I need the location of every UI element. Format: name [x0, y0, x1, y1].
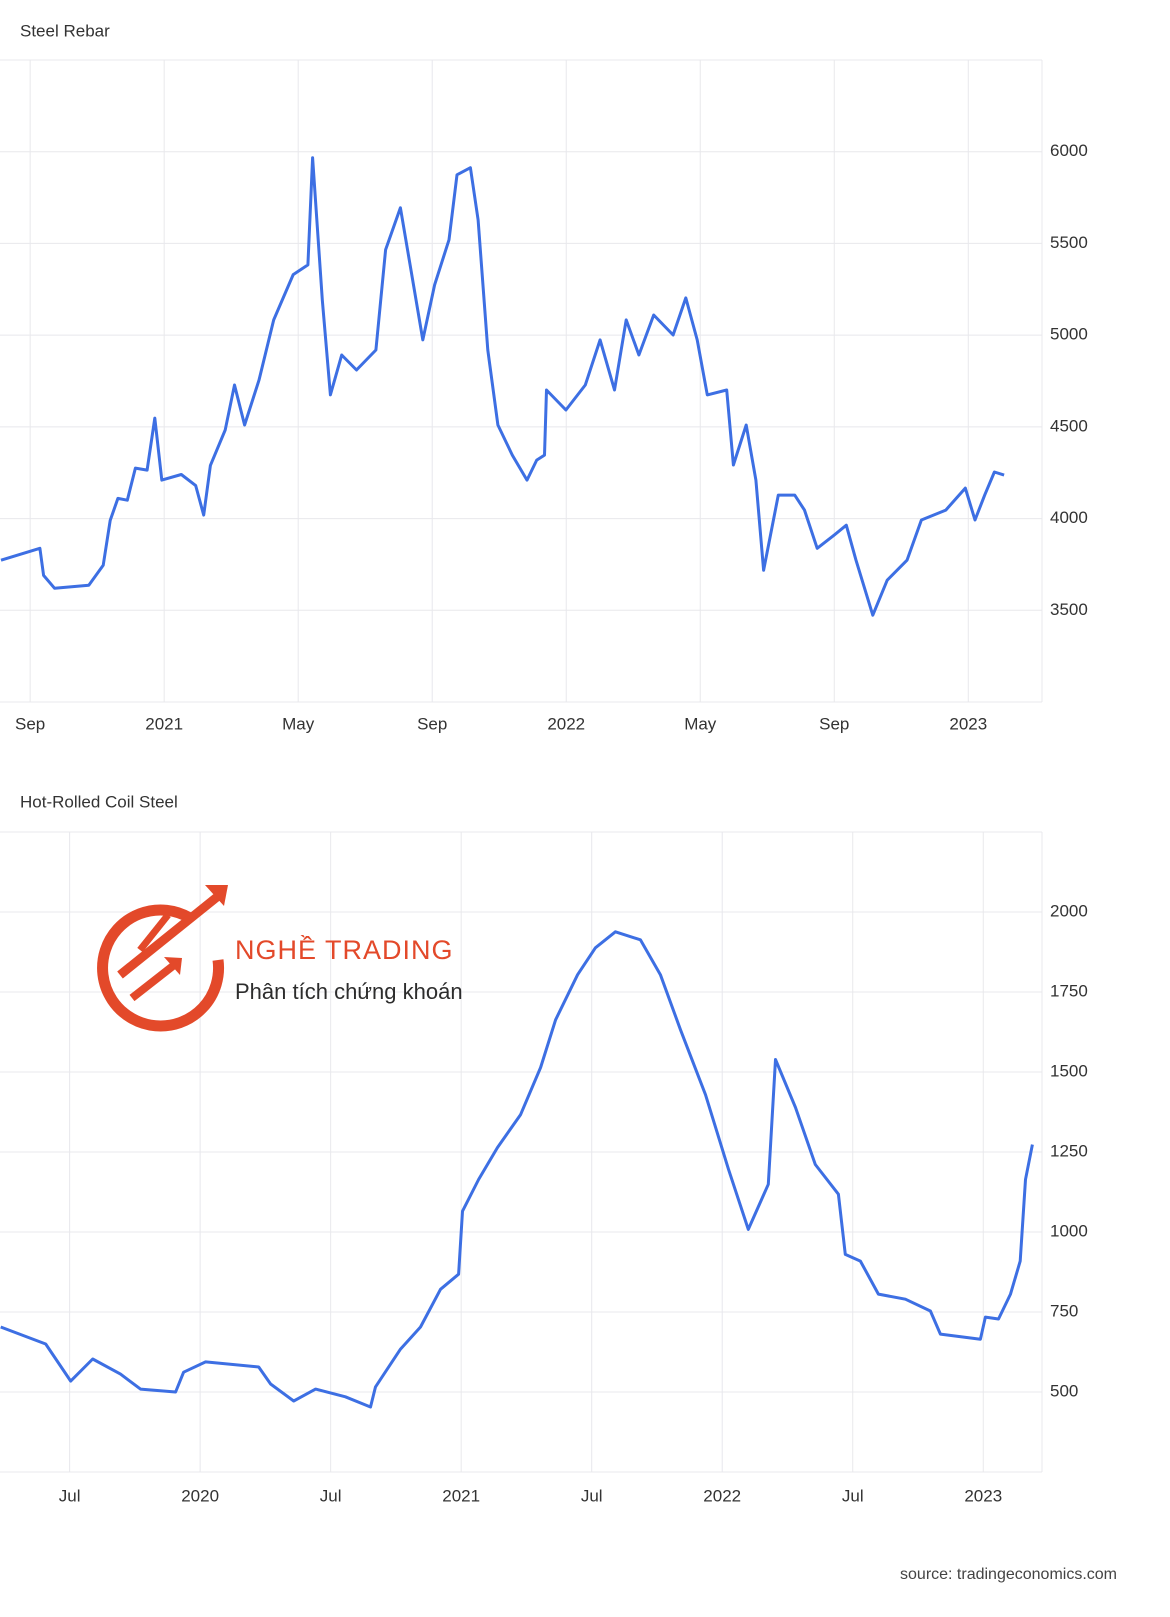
chart-title: Hot-Rolled Coil Steel — [20, 792, 178, 811]
y-tick-label: 2000 — [1050, 901, 1088, 920]
y-tick-label: 6000 — [1050, 141, 1088, 160]
x-tick-label: Sep — [417, 714, 447, 733]
chart-title: Steel Rebar — [20, 21, 110, 40]
logo-ring — [97, 904, 225, 1032]
y-tick-label: 750 — [1050, 1301, 1078, 1320]
y-tick-label: 500 — [1050, 1381, 1078, 1400]
x-tick-label: Jul — [320, 1486, 342, 1505]
y-tick-label: 1500 — [1050, 1061, 1088, 1080]
x-tick-label: 2020 — [181, 1486, 219, 1505]
source: source: tradingeconomics.com — [900, 1566, 1117, 1583]
logo-arrow — [137, 912, 171, 953]
x-tick-label: Sep — [819, 714, 849, 733]
y-tick-label: 3500 — [1050, 600, 1088, 619]
y-tick-label: 4000 — [1050, 508, 1088, 527]
x-tick-label: May — [282, 714, 315, 733]
x-tick-label: 2022 — [703, 1486, 741, 1505]
logo-arrow-head — [205, 885, 228, 906]
x-tick-label: Sep — [15, 714, 45, 733]
logo-arrow — [129, 958, 181, 1002]
y-tick-label: 5500 — [1050, 233, 1088, 252]
tagline: Phân tích chứng khoán — [235, 979, 463, 1004]
logo-arrow-head — [164, 957, 182, 975]
x-tick-label: May — [684, 714, 717, 733]
brand: NGHỀ TRADING — [235, 934, 454, 965]
y-tick-label: 1250 — [1050, 1141, 1088, 1160]
x-tick-label: Jul — [59, 1486, 81, 1505]
y-tick-label: 5000 — [1050, 325, 1088, 344]
data-line — [0, 930, 1034, 1409]
x-tick-label: 2023 — [964, 1486, 1002, 1505]
x-tick-label: 2022 — [547, 714, 585, 733]
y-tick-label: 4500 — [1050, 416, 1088, 435]
x-tick-label: 2023 — [949, 714, 987, 733]
y-tick-label: 1000 — [1050, 1221, 1088, 1240]
y-tick-label: 1750 — [1050, 981, 1088, 1000]
x-tick-label: 2021 — [442, 1486, 480, 1505]
watermark: NGHỀ TRADING Phân tích chứng khoán — [97, 885, 463, 1032]
x-tick-label: Jul — [581, 1486, 603, 1505]
data-line — [0, 156, 1005, 617]
x-tick-label: 2021 — [145, 714, 183, 733]
x-tick-label: Jul — [842, 1486, 864, 1505]
logo-arrow — [117, 889, 225, 979]
